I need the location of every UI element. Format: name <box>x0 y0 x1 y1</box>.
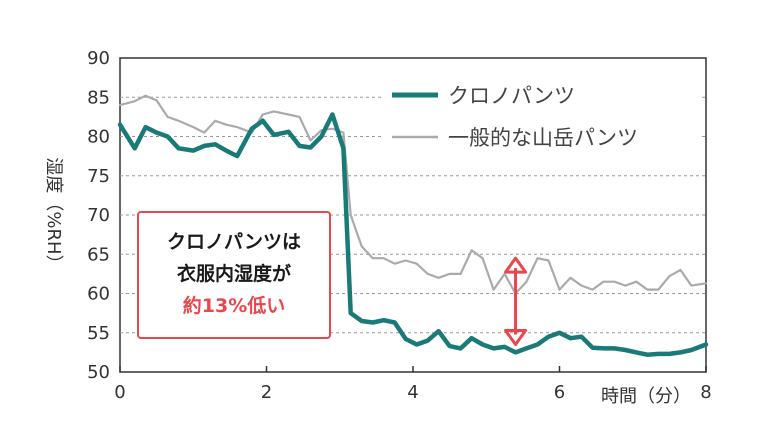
series-line-kurono <box>117 112 709 357</box>
x-tick-label: 4 <box>407 382 418 403</box>
y-tick-label: 65 <box>87 244 110 265</box>
x-ticks: 0 2 4 6 8 <box>114 366 712 403</box>
y-tick-label: 55 <box>87 323 110 344</box>
y-tick-label: 60 <box>87 284 110 305</box>
y-tick-label: 80 <box>87 127 110 148</box>
callout-box <box>137 211 331 339</box>
y-tick-label: 50 <box>87 362 110 383</box>
y-ticks: 50 55 60 65 70 75 80 85 90 <box>87 48 110 383</box>
legend-bg <box>384 119 700 149</box>
x-tick-label: 6 <box>554 382 565 403</box>
legend-label-general: 一般的な山岳パンツ <box>448 126 638 150</box>
series-group <box>117 94 709 357</box>
y-tick-label: 85 <box>87 87 110 108</box>
callout-line1: クロノパンツは <box>167 231 301 253</box>
difference-arrow-head-bottom <box>504 329 528 347</box>
series-line-general <box>118 94 708 295</box>
y-tick-label: 90 <box>87 48 110 69</box>
y-tick-label: 75 <box>87 166 110 187</box>
legend-label-kurono: クロノパンツ <box>448 84 575 108</box>
annotations <box>504 256 528 347</box>
x-tick-label: 0 <box>114 382 125 403</box>
y-axis-label: 湿度（%RH） <box>43 157 64 272</box>
y-tick-label: 70 <box>87 205 110 226</box>
legend-bg <box>384 77 700 107</box>
x-tick-label: 8 <box>700 382 711 403</box>
x-axis-label: 時間（分） <box>601 386 691 407</box>
callout-line3: 約13%低い <box>183 294 285 317</box>
x-tick-label: 2 <box>261 382 272 403</box>
difference-arrow-head-top <box>504 256 528 274</box>
callout-line2: 衣服内湿度が <box>177 262 291 285</box>
